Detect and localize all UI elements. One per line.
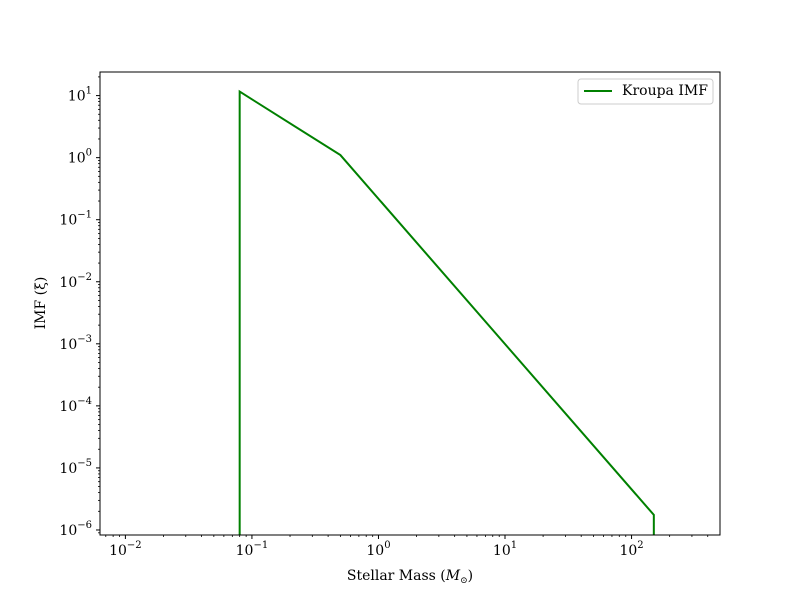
y-tick-label: 10−5	[59, 458, 92, 477]
x-tick-label: 101	[493, 540, 517, 559]
series-line-0	[238, 89, 655, 535]
x-tick-label: 10−2	[109, 540, 142, 559]
x-tick-label: 100	[366, 540, 390, 559]
y-axis-label: IMF (ξ)	[33, 277, 49, 330]
axes-frame	[99, 71, 721, 536]
y-tick-label: 101	[68, 86, 92, 105]
y-tick-label: 10−2	[59, 272, 92, 291]
plot-area	[238, 89, 655, 535]
legend-frame	[577, 78, 714, 105]
y-tick-label: 10−1	[59, 210, 92, 229]
x-tick-label: 10−1	[236, 540, 269, 559]
y-tick-label: 10−4	[59, 396, 92, 415]
y-tick-label: 10−3	[59, 334, 92, 353]
legend: Kroupa IMF	[577, 78, 714, 105]
legend-label: Kroupa IMF	[622, 83, 708, 99]
x-axis-label: Stellar Mass (M⊙)	[347, 568, 473, 586]
y-tick-label: 100	[68, 148, 92, 167]
y-tick-label: 10−6	[59, 520, 92, 539]
ticks: 10−2 10−1 100 101 102 10−6 10−5 10−4 10−3 10−2 10−…	[59, 76, 709, 559]
x-tick-label: 102	[619, 540, 643, 559]
